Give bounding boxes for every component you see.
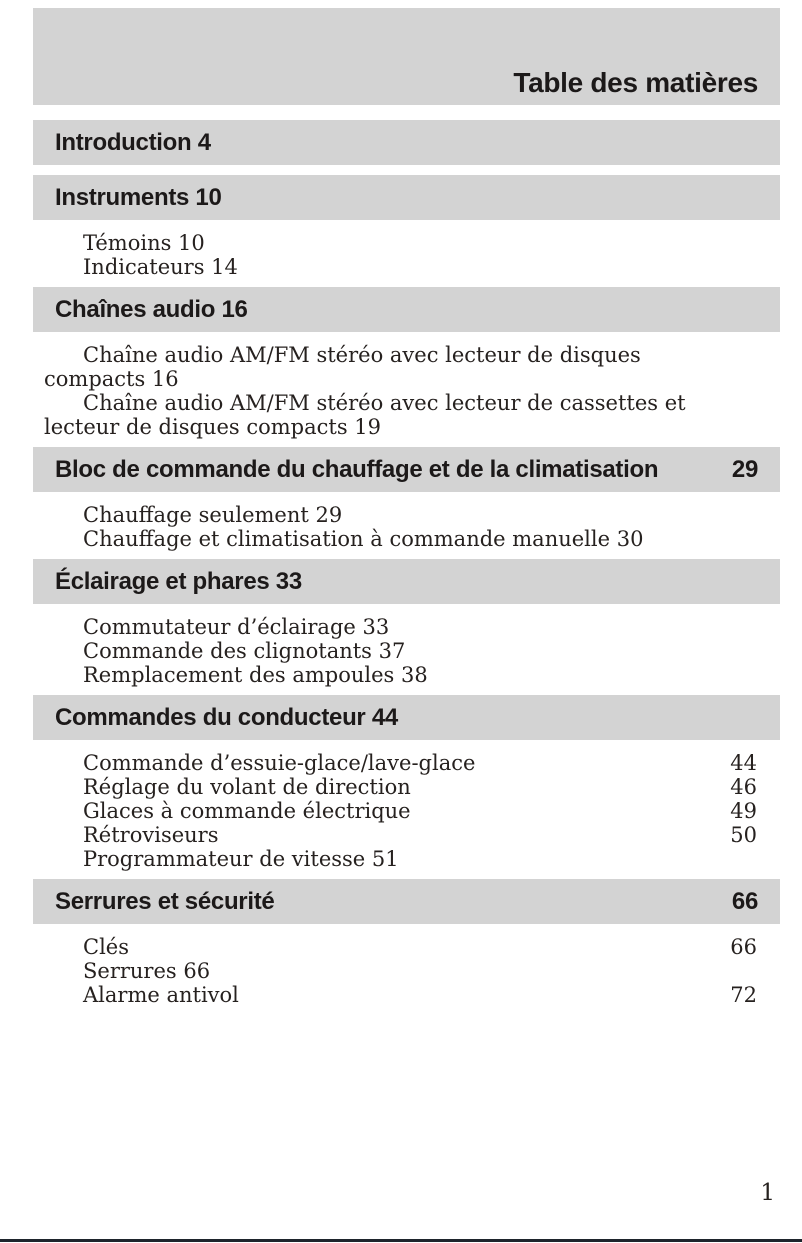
entry-label: Clés (83, 935, 129, 959)
section-header-band: Chaînes audio 16 (33, 287, 780, 332)
toc-entry: Commutateur d’éclairage 33 (83, 615, 390, 639)
toc-entry: Programmateur de vitesse 51 (83, 847, 399, 871)
toc-entry: Serrures 66 (83, 959, 211, 983)
toc-entry: Clés 66 (44, 935, 757, 959)
section-header-band: Bloc de commande du chauffage et de la c… (33, 447, 780, 492)
section-heading: Serrures et sécurité (55, 887, 275, 915)
section-entries: Clés 66 Serrures 66 Alarme antivol 72 (44, 924, 757, 1007)
toc-section: Introduction 4 (0, 120, 802, 165)
toc-entry: Commande des clignotants 37 (83, 639, 406, 663)
toc-section: Bloc de commande du chauffage et de la c… (0, 447, 802, 551)
toc-entry: Rétroviseurs 50 (44, 823, 757, 847)
entry-label: Réglage du volant de direction (83, 775, 411, 799)
toc-entry: Remplacement des ampoules 38 (83, 663, 428, 687)
table-of-contents: Introduction 4 Instruments 10 Témoins 10 In… (0, 120, 802, 1007)
section-entries: Commande d’essuie-glace/lave-glace 44 Régl… (44, 740, 757, 871)
section-heading: Chaînes audio 16 (55, 295, 248, 323)
page-title: Table des matières (513, 67, 758, 98)
entry-page-number: 46 (730, 775, 757, 799)
section-entries: Chaîne audio AM/FM stéréo avec lecteur d… (44, 332, 757, 439)
entry-label: Glaces à commande électrique (83, 799, 411, 823)
entry-page-number: 44 (730, 751, 757, 775)
section-entries: Témoins 10 Indicateurs 14 (44, 220, 757, 279)
bottom-rule (0, 1239, 802, 1242)
toc-entry: Témoins 10 (83, 231, 205, 255)
section-header-band: Commandes du conducteur 44 (33, 695, 780, 740)
section-heading: Introduction 4 (55, 128, 211, 156)
entry-label: Alarme antivol (83, 983, 239, 1007)
section-header-band: Introduction 4 (33, 120, 780, 165)
section-heading: Commandes du conducteur 44 (55, 703, 398, 731)
toc-section: Serrures et sécurité 66 Clés 66 Serrures 66 A… (0, 879, 802, 1007)
toc-entry: Réglage du volant de direction 46 (44, 775, 757, 799)
section-heading: Instruments 10 (55, 183, 222, 211)
section-heading: Éclairage et phares 33 (55, 567, 302, 595)
footer-page-number: 1 (760, 1180, 775, 1206)
toc-entry: Chauffage et climatisation à commande ma… (83, 527, 644, 551)
section-entries: Commutateur d’éclairage 33 Commande des c… (44, 604, 757, 687)
section-page-number: 66 (731, 887, 758, 915)
entry-page-number: 49 (730, 799, 757, 823)
section-entries: Chauffage seulement 29 Chauffage et clima… (44, 492, 757, 551)
toc-entry: Commande d’essuie-glace/lave-glace 44 (44, 751, 757, 775)
toc-entry: Chauffage seulement 29 (83, 503, 343, 527)
toc-section: Instruments 10 Témoins 10 Indicateurs 14 (0, 175, 802, 279)
toc-section: Éclairage et phares 33 Commutateur d’écla… (0, 559, 802, 687)
section-header-band: Éclairage et phares 33 (33, 559, 780, 604)
toc-entry: Chaîne audio AM/FM stéréo avec lecteur d… (44, 343, 641, 391)
section-header-band: Serrures et sécurité 66 (33, 879, 780, 924)
entry-page-number: 50 (730, 823, 757, 847)
section-heading: Bloc de commande du chauffage et de la c… (55, 455, 659, 483)
section-header-band: Instruments 10 (33, 175, 780, 220)
toc-entry: Indicateurs 14 (83, 255, 238, 279)
section-page-number: 29 (731, 455, 758, 483)
toc-entry: Chaîne audio AM/FM stéréo avec lecteur d… (44, 391, 686, 439)
toc-entry: Glaces à commande électrique 49 (44, 799, 757, 823)
toc-section: Commandes du conducteur 44 Commande d’ess… (0, 695, 802, 871)
entry-page-number: 66 (730, 935, 757, 959)
title-banner: Table des matières (33, 8, 780, 105)
toc-section: Chaînes audio 16 Chaîne audio AM/FM stéré… (0, 287, 802, 439)
entry-page-number: 72 (730, 983, 757, 1007)
toc-entry: Alarme antivol 72 (44, 983, 757, 1007)
entry-label: Rétroviseurs (83, 823, 219, 847)
entry-label: Commande d’essuie-glace/lave-glace (83, 751, 476, 775)
